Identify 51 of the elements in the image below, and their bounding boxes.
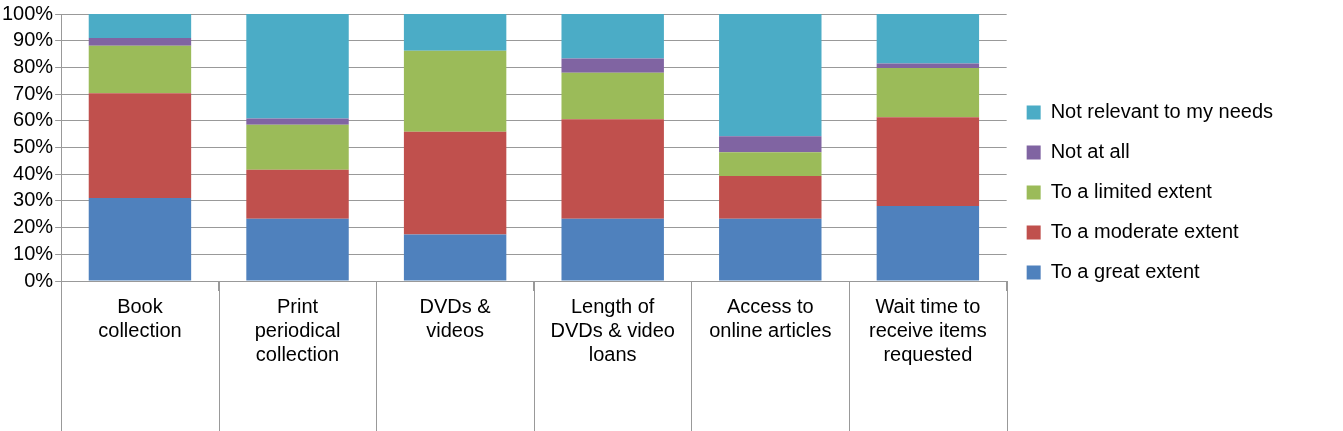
y-tick-label: 40% xyxy=(13,161,54,184)
bar xyxy=(876,67,980,118)
x-tick-label: Book collection xyxy=(98,294,182,341)
bar xyxy=(876,14,980,64)
x-tick-label: Access to online articles xyxy=(709,294,832,341)
bar xyxy=(246,118,349,125)
y-tick-label: 90% xyxy=(13,28,54,51)
bar xyxy=(561,218,664,281)
y-tick-label: 30% xyxy=(13,188,54,211)
bar xyxy=(719,152,822,177)
bar xyxy=(561,72,664,120)
bar xyxy=(719,176,822,219)
y-tick-label: 70% xyxy=(13,81,54,104)
legend-label: To a great extent xyxy=(1050,260,1201,283)
legend-label: To a limited extent xyxy=(1050,180,1213,203)
bar xyxy=(876,63,980,68)
bar xyxy=(88,38,192,46)
bar xyxy=(246,14,349,119)
bar xyxy=(561,58,664,73)
x-tick-label: Wait time to receive items requested xyxy=(868,294,987,365)
bar xyxy=(246,218,349,281)
bar xyxy=(403,50,507,132)
bar xyxy=(561,14,664,59)
bar xyxy=(719,136,822,153)
y-tick-label: 80% xyxy=(13,54,54,77)
bar xyxy=(719,14,822,137)
bar xyxy=(403,131,507,235)
legend-label: To a moderate extent xyxy=(1050,220,1239,243)
y-tick-label: 60% xyxy=(13,108,54,131)
bar xyxy=(88,45,192,94)
x-tick-label: Length of DVDs & video loans xyxy=(550,294,675,365)
bar xyxy=(246,124,349,170)
bar xyxy=(88,93,192,198)
bar xyxy=(88,14,192,39)
y-tick-label: 100% xyxy=(2,1,54,24)
bar xyxy=(876,117,980,206)
y-tick-label: 0% xyxy=(24,268,54,291)
bar xyxy=(719,218,822,281)
legend-label: Not at all xyxy=(1050,140,1130,163)
bar xyxy=(876,205,980,281)
x-tick-label: DVDs & videos xyxy=(419,294,492,341)
bar xyxy=(246,169,349,219)
x-tick-label: Print periodical collection xyxy=(254,294,341,365)
bar xyxy=(561,119,664,219)
y-tick-label: 20% xyxy=(13,215,54,238)
bar xyxy=(403,234,507,281)
bar xyxy=(88,197,192,281)
y-tick-label: 50% xyxy=(13,135,54,158)
y-tick-label: 10% xyxy=(13,241,54,264)
bar xyxy=(403,14,507,51)
legend-label: Not relevant to my needs xyxy=(1050,100,1274,123)
